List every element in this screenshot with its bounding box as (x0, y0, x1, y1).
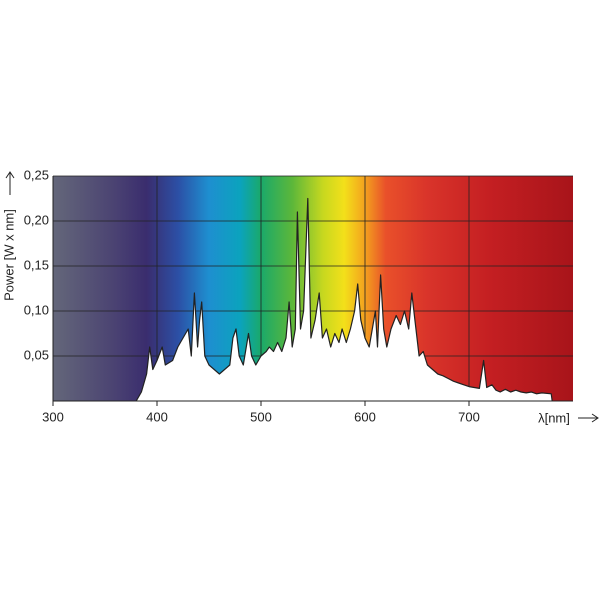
y-tick-label: 0,25 (24, 167, 49, 182)
area (136, 198, 553, 401)
y-arrow (5, 171, 15, 195)
x-tick-label: 600 (354, 409, 376, 424)
x-tick-label: 400 (146, 409, 168, 424)
x-tick-label: 500 (250, 409, 272, 424)
y-tick-label: 0,20 (24, 212, 49, 227)
y-tick-label: 0,05 (24, 347, 49, 362)
y-tick-label: 0,10 (24, 302, 49, 317)
x-tick-label: 700 (458, 409, 480, 424)
spectrum-line (135, 197, 553, 402)
x-axis-label: λ[nm] (538, 410, 570, 425)
y-axis-label: Power [W x nm] (1, 209, 16, 301)
x-tick-label: 300 (42, 409, 64, 424)
x-arrow (578, 413, 599, 423)
y-tick-label: 0,15 (24, 257, 49, 272)
